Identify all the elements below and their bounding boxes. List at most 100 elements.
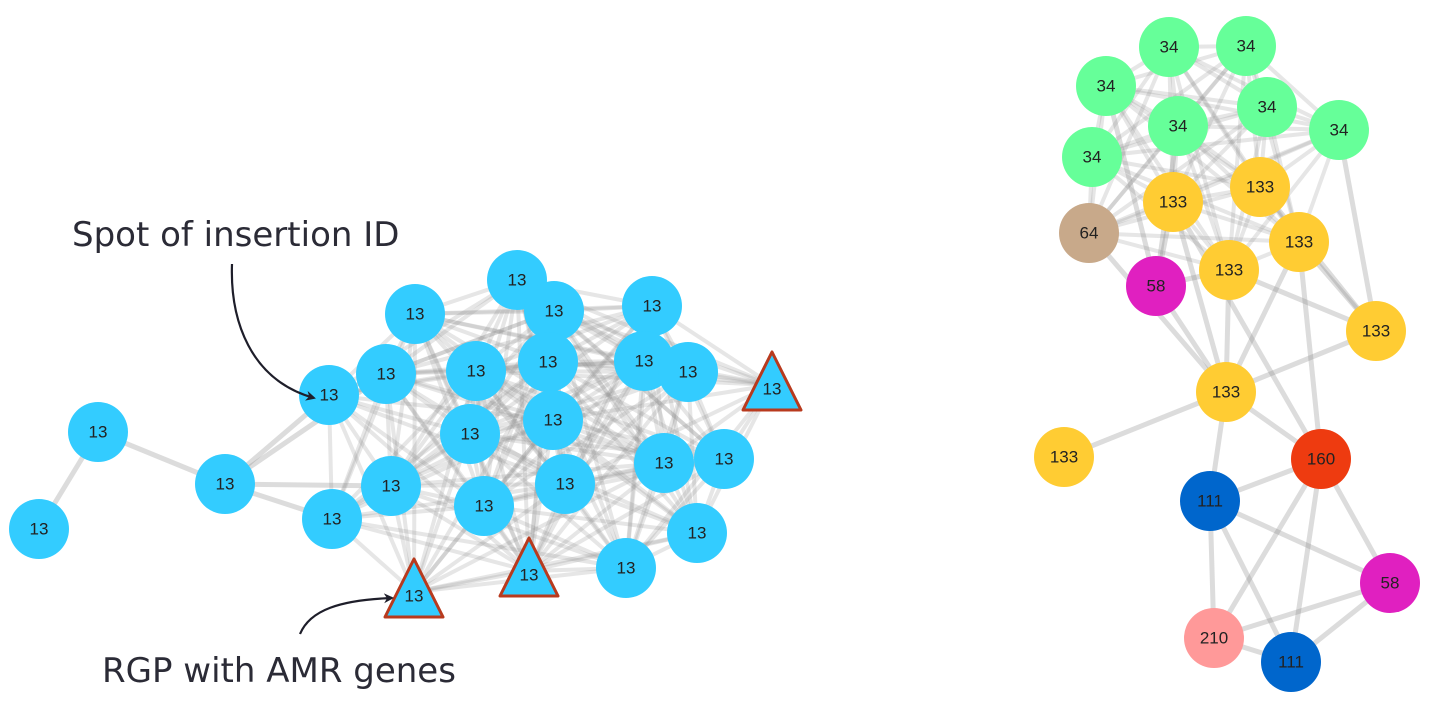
node-label: 13	[545, 302, 564, 321]
circle-node-shape	[518, 332, 578, 392]
network-edge	[551, 418, 699, 535]
circle-node-shape	[694, 429, 754, 489]
node-label: 13	[320, 386, 339, 405]
rgp-node[interactable]: 13	[195, 454, 255, 514]
node-label: 111	[1197, 492, 1223, 511]
amr-rgp-node[interactable]: 13	[383, 557, 445, 619]
rgp-node[interactable]: 34	[1216, 16, 1276, 76]
rgp-node[interactable]: 13	[299, 365, 359, 425]
circle-node-shape	[1143, 172, 1203, 232]
rgp-node[interactable]: 34	[1139, 17, 1199, 77]
network-edge	[482, 370, 690, 508]
rgp-node[interactable]: 13	[385, 284, 445, 344]
rgp-node[interactable]: 13	[361, 456, 421, 516]
rgp-node[interactable]: 13	[9, 499, 69, 559]
rgp-node[interactable]: 58	[1360, 553, 1420, 613]
rgp-node[interactable]: 133	[1196, 362, 1256, 422]
node-label: 13	[323, 510, 342, 529]
triangle-node-shape	[498, 536, 560, 598]
node-label: 13	[30, 520, 49, 539]
circle-node-shape	[524, 281, 584, 341]
triangle-node-shape	[383, 557, 445, 619]
circle-node-shape	[667, 503, 727, 563]
circle-node-shape	[1062, 127, 1122, 187]
rgp-node[interactable]: 13	[694, 429, 754, 489]
rgp-node[interactable]: 34	[1062, 127, 1122, 187]
network-edge	[482, 278, 519, 508]
rgp-node[interactable]: 160	[1291, 429, 1351, 489]
rgp-node[interactable]: 111	[1180, 471, 1240, 531]
rgp-node[interactable]: 133	[1269, 212, 1329, 272]
node-label: 34	[1169, 117, 1188, 136]
network-edge	[384, 304, 654, 376]
network-edge	[482, 504, 699, 535]
node-label: 13	[643, 297, 662, 316]
node-label: 133	[1159, 193, 1187, 212]
network-edge	[412, 531, 699, 594]
rgp-node[interactable]: 133	[1199, 240, 1259, 300]
rgp-node[interactable]: 13	[524, 281, 584, 341]
circle-node-shape	[302, 489, 362, 549]
circle-node-shape	[1059, 203, 1119, 263]
rgp-node[interactable]: 13	[446, 341, 506, 401]
circle-node-shape	[1199, 240, 1259, 300]
rgp-node[interactable]: 133	[1230, 157, 1290, 217]
rgp-node[interactable]: 133	[1034, 427, 1094, 487]
circle-node-shape	[299, 365, 359, 425]
circle-node-shape	[385, 284, 445, 344]
network-edge	[1227, 44, 1248, 272]
rgp-node[interactable]: 13	[622, 276, 682, 336]
rgp-node[interactable]: 13	[658, 342, 718, 402]
rgp-node[interactable]: 210	[1184, 608, 1244, 668]
network-edge	[1207, 498, 1393, 586]
rgp-node[interactable]: 13	[302, 489, 362, 549]
node-label: 64	[1080, 224, 1099, 243]
circle-node-shape	[1269, 212, 1329, 272]
rgp-node[interactable]: 133	[1143, 172, 1203, 232]
network-edge	[1336, 127, 1379, 334]
circle-node-shape	[195, 454, 255, 514]
node-label: 34	[1097, 77, 1116, 96]
rgp-node[interactable]: 13	[518, 332, 578, 392]
node-label: 13	[520, 566, 539, 585]
rgp-node[interactable]: 34	[1309, 100, 1369, 160]
rgp-node[interactable]: 58	[1126, 256, 1186, 316]
network-edge	[1087, 105, 1269, 235]
rgp-node[interactable]: 34	[1076, 56, 1136, 116]
network-edge	[1087, 45, 1171, 235]
rgp-node[interactable]: 13	[535, 454, 595, 514]
amr-rgp-node[interactable]: 13	[498, 536, 560, 598]
rgp-annotation-label: RGP with AMR genes	[102, 651, 456, 691]
rgp-node[interactable]: 34	[1148, 96, 1208, 156]
network-edge	[413, 312, 486, 508]
node-label: 34	[1160, 38, 1179, 57]
rgp-node[interactable]: 13	[667, 503, 727, 563]
rgp-node[interactable]: 13	[68, 402, 128, 462]
node-label: 13	[405, 587, 424, 606]
circle-node-shape	[596, 538, 656, 598]
rgp-node[interactable]: 64	[1059, 203, 1119, 263]
amr-rgp-node[interactable]: 13	[741, 350, 803, 412]
node-label: 13	[216, 475, 235, 494]
network-edge	[1211, 580, 1393, 641]
network-edge	[624, 383, 774, 570]
node-label: 34	[1330, 121, 1349, 140]
rgp-node[interactable]: 34	[1237, 77, 1297, 137]
rgp-node[interactable]: 13	[634, 433, 694, 493]
rgp-node[interactable]: 133	[1346, 301, 1406, 361]
network-edge	[412, 461, 666, 594]
network-edge	[552, 309, 699, 535]
rgp-node[interactable]: 13	[454, 476, 514, 536]
rgp-node[interactable]: 13	[356, 344, 416, 404]
circle-node-shape	[1291, 429, 1351, 489]
node-label: 13	[556, 475, 575, 494]
circle-node-shape	[361, 456, 421, 516]
rgp-node[interactable]: 13	[440, 404, 500, 464]
node-label: 133	[1246, 178, 1274, 197]
rgp-node[interactable]: 13	[523, 390, 583, 450]
rgp-node[interactable]: 13	[596, 538, 656, 598]
node-label: 13	[89, 423, 108, 442]
circle-node-shape	[1126, 256, 1186, 316]
rgp-node[interactable]: 111	[1261, 632, 1321, 692]
